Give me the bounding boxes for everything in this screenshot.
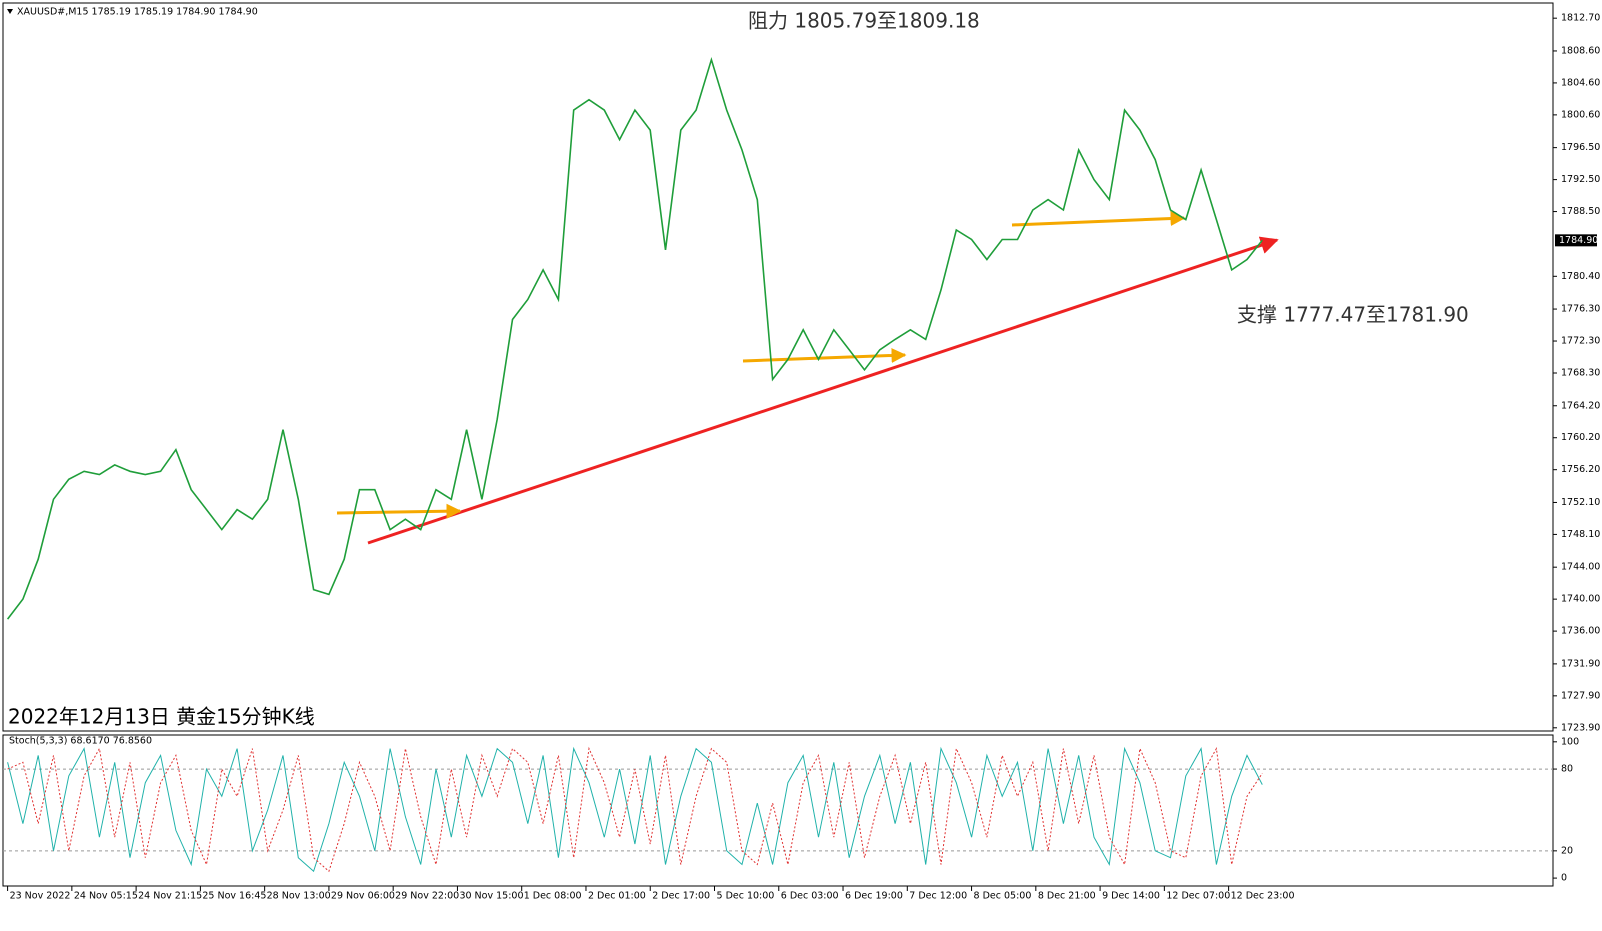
y-tick-label: 1780.40 — [1561, 271, 1600, 282]
chart-title: 2022年12月13日 黄金15分钟K线 — [8, 705, 315, 729]
y-tick-label: 1752.10 — [1561, 497, 1600, 508]
chart-header: XAUUSD#,M15 1785.19 1785.19 1784.90 1784… — [17, 7, 258, 18]
level-arrow — [742, 348, 907, 363]
support-note: 支撑 1777.47至1781.90 — [1237, 303, 1469, 327]
y-tick-label: 1744.00 — [1561, 562, 1600, 573]
y-tick-label: 1796.50 — [1561, 142, 1600, 153]
y-tick-label: 20 — [1561, 845, 1573, 856]
trend-line — [367, 236, 1279, 545]
y-tick-label: 1812.70 — [1561, 13, 1600, 24]
x-tick-label: 5 Dec 10:00 — [717, 891, 775, 902]
x-tick-label: 25 Nov 16:45 — [202, 891, 266, 902]
x-tick-label: 12 Dec 23:00 — [1231, 891, 1295, 902]
current-price-box — [1555, 234, 1597, 247]
x-tick-label: 24 Nov 21:15 — [138, 891, 202, 902]
y-tick-label: 1723.90 — [1561, 722, 1600, 733]
x-tick-label: 8 Dec 21:00 — [1038, 891, 1096, 902]
x-tick-label: 9 Dec 14:00 — [1102, 891, 1160, 902]
current-price-label: 1784.90 — [1559, 235, 1598, 246]
level-arrow — [336, 503, 462, 519]
x-tick-label: 29 Nov 22:00 — [395, 891, 459, 902]
y-tick-label: 80 — [1561, 764, 1573, 775]
x-tick-label: 7 Dec 12:00 — [909, 891, 967, 902]
x-tick-label: 8 Dec 05:00 — [974, 891, 1032, 902]
x-tick-label: 28 Nov 13:00 — [267, 891, 331, 902]
y-tick-label: 1748.10 — [1561, 529, 1600, 540]
series-line — [7, 746, 1263, 873]
y-tick-label: 1736.00 — [1561, 626, 1600, 637]
x-tick-label: 2 Dec 17:00 — [652, 891, 710, 902]
y-tick-label: 100 — [1561, 736, 1579, 747]
y-tick-label: 0 — [1561, 873, 1567, 884]
y-tick-label: 1731.90 — [1561, 658, 1600, 669]
menu-triangle — [7, 9, 13, 14]
x-tick-label: 6 Dec 03:00 — [781, 891, 839, 902]
x-tick-label: 23 Nov 2022 — [10, 891, 71, 902]
series-line — [6, 56, 1263, 620]
y-tick-label: 1760.20 — [1561, 432, 1600, 443]
stoch-panel — [2, 734, 1554, 887]
main-panel — [2, 2, 1554, 732]
x-tick-label: 1 Dec 08:00 — [524, 891, 582, 902]
x-tick-label: 29 Nov 06:00 — [331, 891, 395, 902]
y-tick-label: 1740.00 — [1561, 594, 1600, 605]
y-tick-label: 1800.60 — [1561, 109, 1600, 120]
x-tick-label: 12 Dec 07:00 — [1166, 891, 1230, 902]
y-tick-label: 1727.90 — [1561, 690, 1600, 701]
x-tick-label: 2 Dec 01:00 — [588, 891, 646, 902]
x-tick-label: 24 Nov 05:15 — [74, 891, 138, 902]
y-tick-label: 1788.50 — [1561, 206, 1600, 217]
y-tick-label: 1756.20 — [1561, 464, 1600, 475]
y-tick-label: 1764.20 — [1561, 400, 1600, 411]
y-tick-label: 1776.30 — [1561, 304, 1600, 315]
y-tick-label: 1804.60 — [1561, 77, 1600, 88]
y-tick-label: 1792.50 — [1561, 174, 1600, 185]
y-tick-label: 1768.30 — [1561, 367, 1600, 378]
resistance-note: 阻力 1805.79至1809.18 — [748, 9, 980, 33]
x-tick-label: 30 Nov 15:00 — [459, 891, 523, 902]
stoch-header: Stoch(5,3,3) 68.6170 76.8560 — [9, 736, 152, 747]
x-tick-label: 6 Dec 19:00 — [845, 891, 903, 902]
y-tick-label: 1808.60 — [1561, 45, 1600, 56]
level-arrow — [1011, 211, 1186, 227]
y-tick-label: 1772.30 — [1561, 336, 1600, 347]
series-line — [7, 746, 1263, 873]
